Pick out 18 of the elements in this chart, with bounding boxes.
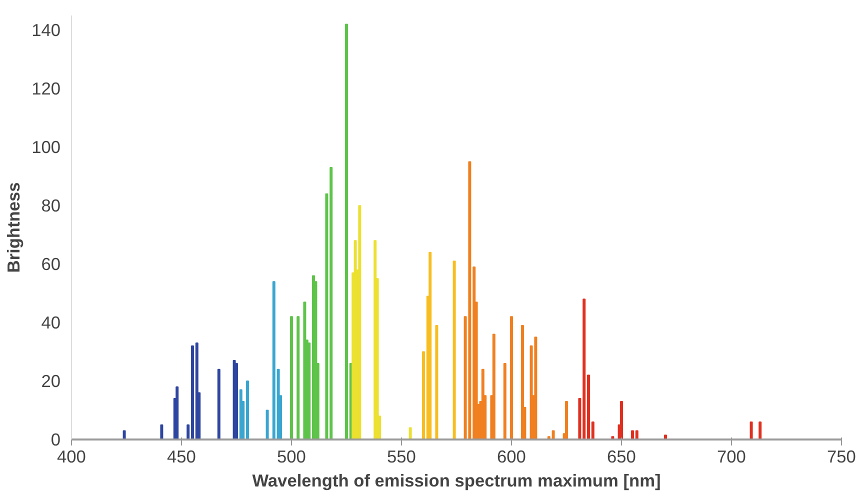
x-axis-title: Wavelength of emission spectrum maximum [nm] bbox=[252, 470, 661, 490]
y-tick-label: 40 bbox=[41, 312, 61, 333]
x-tick-label: 600 bbox=[497, 446, 526, 466]
y-axis-title: Brightness bbox=[4, 182, 24, 273]
x-tick-label: 450 bbox=[167, 446, 196, 466]
y-tick-label: 140 bbox=[32, 20, 61, 40]
x-tick-label: 550 bbox=[387, 446, 416, 466]
y-tick-label: 60 bbox=[41, 254, 61, 274]
y-tick-label: 0 bbox=[50, 430, 61, 450]
x-tick-label: 700 bbox=[717, 446, 746, 466]
x-tick-label: 500 bbox=[277, 446, 306, 466]
y-tick-label: 100 bbox=[32, 137, 61, 158]
x-tick-label: 400 bbox=[57, 446, 86, 466]
x-tick-label: 750 bbox=[827, 446, 856, 466]
y-tick-label: 80 bbox=[41, 196, 61, 216]
y-tick-label: 20 bbox=[41, 371, 61, 392]
y-tick-label: 120 bbox=[32, 78, 61, 99]
x-tick-label: 650 bbox=[607, 446, 636, 466]
